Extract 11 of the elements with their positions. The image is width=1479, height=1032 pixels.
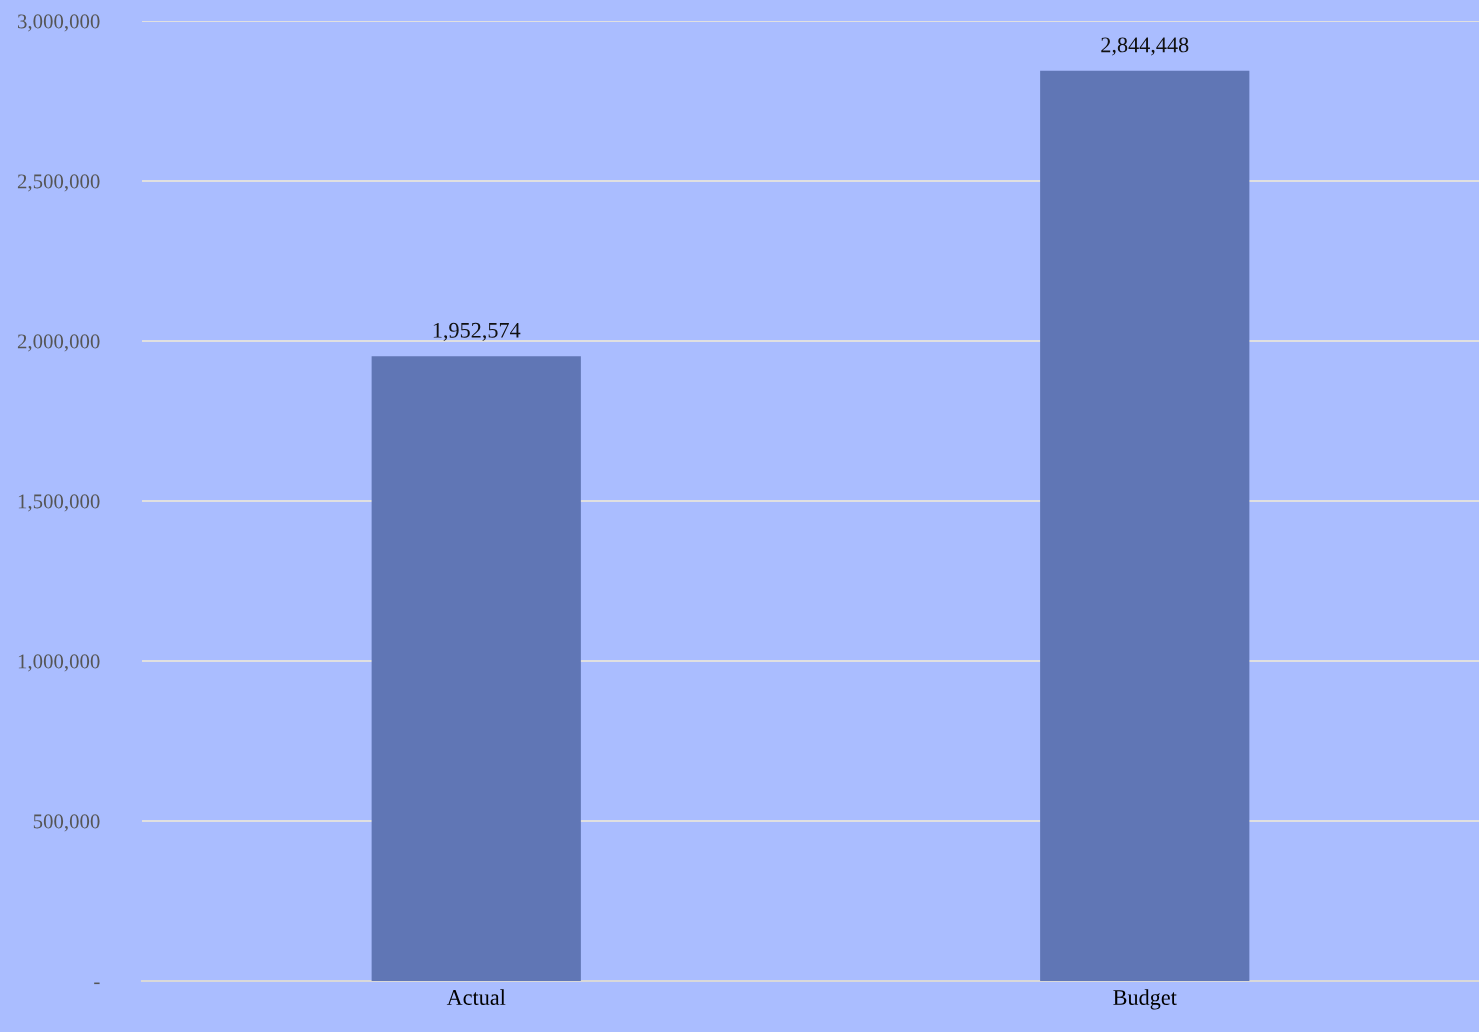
x-tick-label: Actual <box>446 989 506 1005</box>
y-tick-label: 3,000,000 <box>18 14 100 32</box>
y-tick-label: 500,000 <box>33 814 100 832</box>
y-tick-label: 1,000,000 <box>18 654 100 672</box>
data-label: 2,844,448 <box>1101 37 1189 56</box>
y-tick-label: 1,500,000 <box>18 494 100 512</box>
data-label: 1,952,574 <box>433 322 521 341</box>
y-tick-label: 2,500,000 <box>17 174 100 192</box>
y-tick-label: - <box>94 982 100 985</box>
y-tick-label: 2,000,000 <box>17 334 100 352</box>
x-tick-label: Budget <box>1113 989 1177 1010</box>
